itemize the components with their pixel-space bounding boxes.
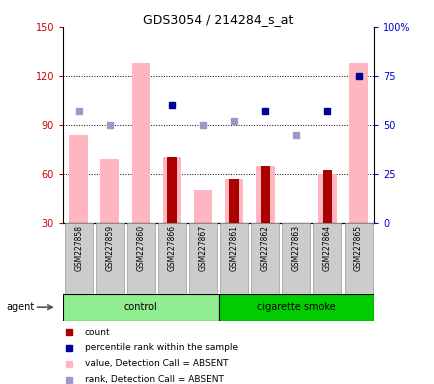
Bar <box>349 63 367 223</box>
Bar <box>220 223 247 294</box>
Text: GSM227862: GSM227862 <box>260 225 269 271</box>
Bar <box>127 223 155 294</box>
Text: count: count <box>85 328 110 336</box>
Bar <box>63 294 218 321</box>
Bar <box>344 223 372 294</box>
Bar <box>313 223 341 294</box>
Bar <box>158 223 185 294</box>
Title: GDS3054 / 214284_s_at: GDS3054 / 214284_s_at <box>143 13 293 26</box>
Text: GSM227867: GSM227867 <box>198 225 207 271</box>
Text: GSM227861: GSM227861 <box>229 225 238 271</box>
Text: cigarette smoke: cigarette smoke <box>256 302 335 312</box>
Text: control: control <box>124 302 158 312</box>
Text: percentile rank within the sample: percentile rank within the sample <box>85 343 237 353</box>
Bar <box>317 174 336 223</box>
Bar <box>251 223 279 294</box>
Bar <box>162 157 181 223</box>
Bar <box>65 223 92 294</box>
Text: GSM227864: GSM227864 <box>322 225 331 271</box>
Bar <box>167 157 176 223</box>
Text: agent: agent <box>6 302 34 312</box>
Bar <box>255 166 274 223</box>
Bar <box>282 223 309 294</box>
Text: GSM227860: GSM227860 <box>136 225 145 271</box>
Text: GSM227863: GSM227863 <box>291 225 300 271</box>
Bar <box>131 63 150 223</box>
Text: GSM227859: GSM227859 <box>105 225 114 271</box>
Bar <box>218 294 373 321</box>
Bar <box>69 135 88 223</box>
Bar <box>193 190 212 223</box>
Bar <box>229 179 238 223</box>
Text: value, Detection Call = ABSENT: value, Detection Call = ABSENT <box>85 359 228 368</box>
Bar <box>100 159 119 223</box>
Text: rank, Detection Call = ABSENT: rank, Detection Call = ABSENT <box>85 375 223 384</box>
Text: GSM227866: GSM227866 <box>167 225 176 271</box>
Bar <box>189 223 217 294</box>
Text: GSM227858: GSM227858 <box>74 225 83 271</box>
Bar <box>95 223 123 294</box>
Text: GSM227865: GSM227865 <box>353 225 362 271</box>
Bar <box>322 170 331 223</box>
Bar <box>260 166 269 223</box>
Bar <box>224 179 243 223</box>
